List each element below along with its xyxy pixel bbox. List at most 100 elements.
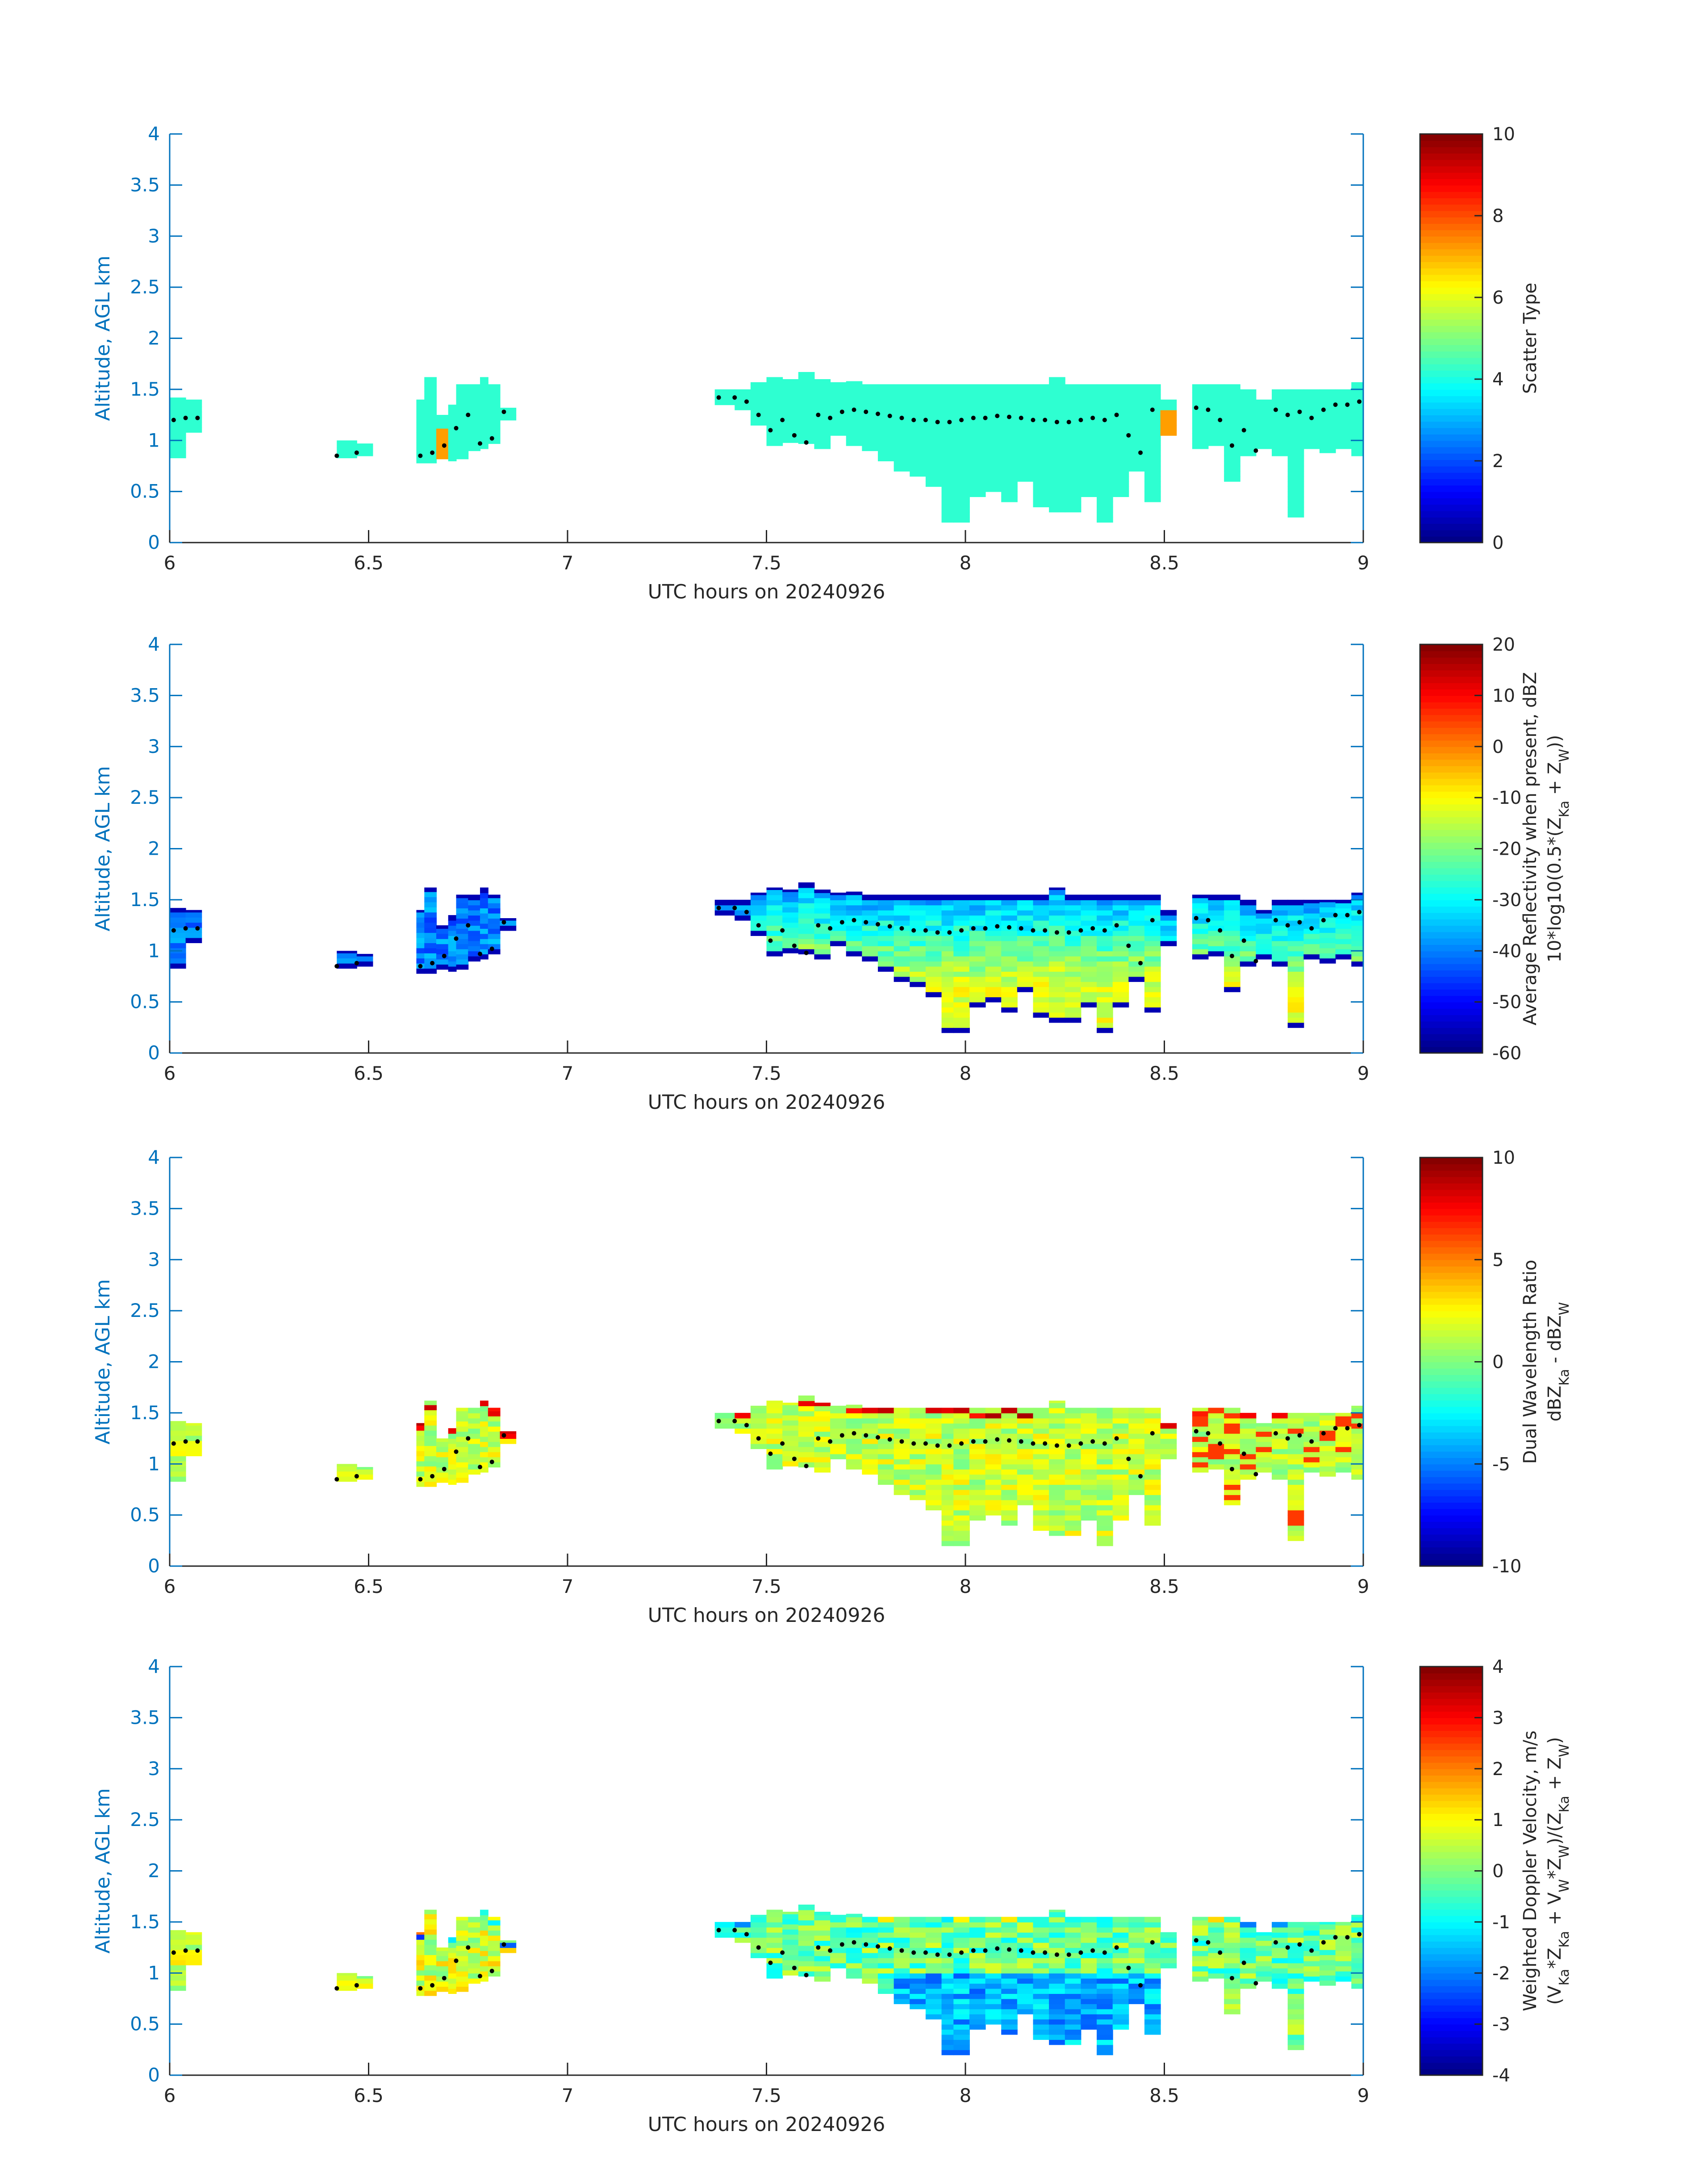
data-cell bbox=[1287, 910, 1304, 916]
data-cell bbox=[953, 1027, 970, 1033]
data-cell bbox=[1033, 1433, 1050, 1439]
data-cell bbox=[798, 413, 815, 418]
data-cell bbox=[969, 2014, 986, 2020]
data-cell bbox=[1001, 1973, 1018, 1979]
data-cell bbox=[1049, 1978, 1065, 1984]
data-cell bbox=[456, 1426, 469, 1432]
data-cell bbox=[488, 1940, 501, 1946]
y-tick-label: 1.5 bbox=[130, 378, 160, 400]
data-cell bbox=[488, 1446, 501, 1452]
data-cell bbox=[1001, 1952, 1018, 1958]
data-cell bbox=[1224, 961, 1240, 967]
data-cell bbox=[1287, 2019, 1304, 2025]
data-cell bbox=[1144, 1428, 1161, 1434]
data-cell bbox=[766, 945, 783, 952]
data-cell bbox=[1208, 1963, 1225, 1968]
data-cell bbox=[969, 491, 986, 497]
data-cell bbox=[1144, 1520, 1161, 1526]
data-cell bbox=[480, 1914, 489, 1921]
data-cell bbox=[468, 425, 480, 431]
colorbar-tick-label: 4 bbox=[1492, 369, 1503, 390]
data-cell bbox=[1208, 1458, 1225, 1465]
data-cell bbox=[1351, 425, 1363, 431]
cloud-top-dot bbox=[1333, 913, 1338, 918]
data-cell bbox=[969, 1433, 986, 1439]
data-cell bbox=[1097, 2044, 1113, 2050]
data-cell bbox=[337, 452, 357, 459]
data-cell bbox=[1287, 1002, 1304, 1008]
colorbar-swatch bbox=[1420, 938, 1482, 945]
data-cell bbox=[814, 1950, 831, 1956]
data-cell bbox=[1208, 1418, 1225, 1424]
data-cell bbox=[1363, 976, 1372, 982]
data-cell bbox=[1033, 1937, 1050, 1943]
data-cell bbox=[1112, 435, 1129, 441]
data-cell bbox=[969, 966, 986, 972]
data-cell bbox=[1065, 940, 1082, 946]
data-cell bbox=[1128, 925, 1145, 931]
data-cell bbox=[862, 1448, 878, 1454]
data-cell bbox=[1224, 445, 1240, 451]
data-cell bbox=[424, 1970, 437, 1976]
data-cell bbox=[1272, 420, 1288, 426]
data-cell bbox=[1335, 1441, 1352, 1447]
colorbar-swatch bbox=[1420, 1832, 1482, 1840]
data-cell bbox=[1049, 394, 1065, 400]
data-cell bbox=[798, 1411, 815, 1417]
data-cell bbox=[1033, 991, 1050, 998]
colorbar-swatch bbox=[1420, 2005, 1482, 2012]
data-cell bbox=[941, 1917, 954, 1922]
data-cell bbox=[1049, 389, 1065, 395]
colorbar-swatch bbox=[1420, 1698, 1482, 1705]
data-cell bbox=[766, 1428, 783, 1434]
data-cell bbox=[1033, 1515, 1050, 1521]
colorbar-swatch bbox=[1420, 874, 1482, 881]
data-cell bbox=[1033, 1927, 1050, 1933]
cloud-top-dot bbox=[1321, 1940, 1326, 1945]
data-cell bbox=[1192, 1451, 1209, 1458]
data-cell bbox=[1144, 415, 1161, 421]
data-cell bbox=[456, 1920, 469, 1926]
colorbar-swatch bbox=[1420, 1317, 1482, 1324]
data-cell bbox=[877, 1937, 894, 1943]
cloud-top-dot bbox=[1345, 1935, 1350, 1940]
data-cell bbox=[1081, 409, 1098, 416]
data-cell bbox=[1192, 397, 1209, 403]
data-cell bbox=[1287, 497, 1304, 502]
data-cell bbox=[910, 1418, 926, 1424]
data-cell bbox=[170, 447, 186, 453]
data-cell bbox=[894, 910, 910, 916]
data-cell bbox=[1319, 953, 1336, 959]
data-cell bbox=[1287, 1947, 1304, 1953]
data-cell bbox=[1363, 440, 1372, 446]
colorbar-swatch bbox=[1420, 274, 1482, 281]
data-cell bbox=[1192, 954, 1209, 960]
data-cell bbox=[468, 1973, 480, 1979]
data-cell bbox=[1287, 930, 1304, 936]
data-cell bbox=[1065, 1504, 1082, 1511]
data-cell bbox=[735, 1927, 751, 1933]
cloud-top-dot bbox=[354, 450, 359, 455]
data-cell bbox=[925, 2014, 942, 2020]
data-cell bbox=[448, 415, 457, 421]
data-cell bbox=[1351, 935, 1363, 941]
data-cell bbox=[1224, 986, 1240, 992]
data-cell bbox=[456, 894, 469, 898]
data-cell bbox=[1128, 1464, 1145, 1470]
data-cell bbox=[1144, 1963, 1161, 1968]
data-cell bbox=[456, 1441, 469, 1447]
data-cell bbox=[488, 392, 501, 398]
colorbar-swatch bbox=[1420, 1221, 1482, 1228]
data-cell bbox=[814, 954, 831, 960]
data-cell bbox=[1224, 1942, 1240, 1948]
y-tick-label: 2.5 bbox=[130, 276, 160, 298]
data-cell bbox=[1081, 1002, 1098, 1008]
data-cell bbox=[969, 409, 986, 416]
data-cell bbox=[1319, 1425, 1336, 1431]
data-cell bbox=[170, 922, 186, 928]
data-cell bbox=[1319, 907, 1336, 913]
data-cell bbox=[985, 1988, 1002, 1994]
data-cell bbox=[1112, 384, 1129, 390]
data-cell bbox=[1033, 1002, 1050, 1008]
